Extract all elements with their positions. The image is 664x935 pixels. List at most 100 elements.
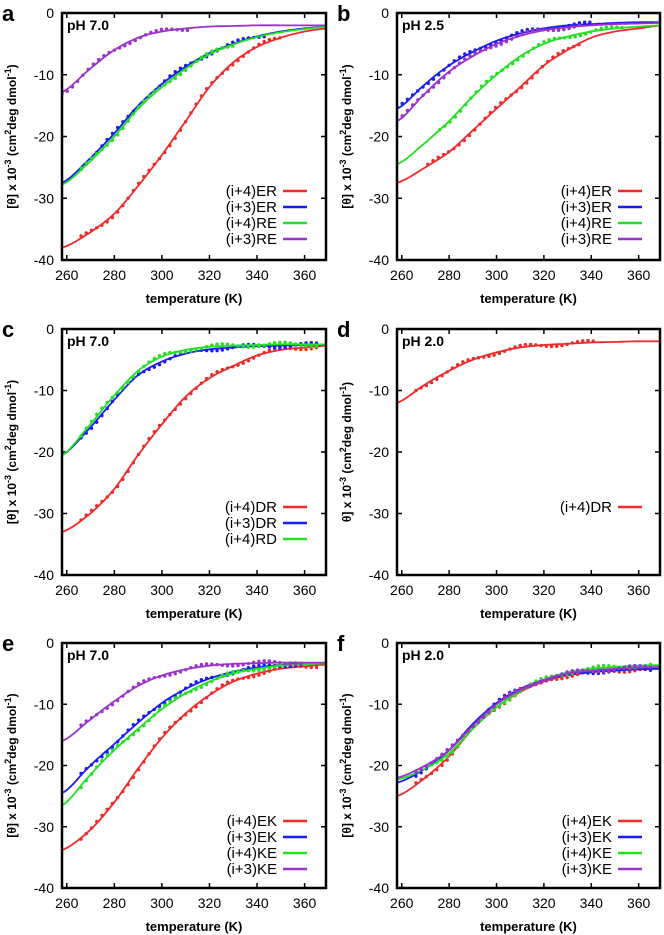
y-tick-label: -20 — [34, 129, 54, 145]
data-point — [257, 659, 261, 664]
condition-label: pH 7.0 — [67, 333, 109, 349]
fit-curve — [397, 24, 660, 166]
y-axis-title-part: θ] x 10 — [340, 485, 354, 522]
legend-label: (i+4)EK — [562, 813, 612, 830]
y-axis-title-part: deg dmol — [5, 392, 19, 445]
y-tick-label: -40 — [34, 880, 54, 896]
data-point — [570, 668, 575, 673]
series-(i+4)ER — [62, 27, 326, 249]
fit-curve — [62, 27, 326, 249]
panel-letter: a — [2, 1, 15, 26]
x-tick-label: 280 — [103, 267, 127, 283]
x-tick-label: 360 — [293, 267, 317, 283]
x-axis-title: temperature (K) — [146, 606, 243, 621]
data-point — [627, 664, 632, 668]
plot-frame — [60, 11, 328, 262]
series-(i+3)EK — [397, 665, 660, 784]
y-tick-label: -20 — [369, 758, 389, 774]
fit-curve — [62, 343, 326, 456]
y-axis-title-part: -1 — [3, 697, 13, 705]
legend-label: (i+4)DR — [225, 499, 277, 516]
x-tick-label: 320 — [198, 267, 222, 283]
data-point — [525, 30, 530, 34]
series-(i+4)DR — [397, 338, 660, 404]
y-axis-title-part: 2 — [3, 759, 13, 764]
data-point — [560, 676, 564, 681]
data-point — [231, 669, 235, 674]
panel-letter: b — [337, 1, 350, 26]
panel-letter: d — [337, 317, 350, 342]
legend-label: (i+4)RE — [226, 215, 277, 232]
series-(i+3)RE — [397, 22, 660, 122]
fit-curve — [62, 661, 326, 742]
x-tick-label: 280 — [103, 895, 127, 911]
series-(i+3)RE — [62, 24, 326, 96]
plot-frame — [395, 327, 662, 577]
y-tick-label: -20 — [34, 758, 54, 774]
data-point — [586, 338, 590, 343]
data-point — [225, 671, 230, 675]
series-(i+4)RD — [62, 340, 326, 456]
panel-letter: e — [2, 631, 14, 656]
y-tick-label: -10 — [369, 696, 389, 712]
data-point — [215, 348, 219, 353]
data-point — [492, 353, 496, 357]
data-point — [189, 349, 193, 353]
series-(i+3)KE — [62, 659, 326, 742]
y-tick-label: -40 — [369, 252, 389, 268]
y-tick-label: -40 — [34, 567, 54, 583]
data-point — [633, 663, 637, 668]
fit-curve — [62, 343, 326, 456]
data-point — [251, 674, 256, 679]
y-axis-title: [θ] x 10-3 (cm2deg dmol-1) — [3, 380, 19, 524]
y-tick-label: -40 — [369, 567, 389, 583]
y-axis-title-part: deg dmol — [5, 76, 19, 129]
legend-label: (i+4)DR — [560, 499, 612, 516]
x-tick-label: 360 — [627, 267, 651, 283]
y-tick-label: -40 — [34, 252, 54, 268]
y-axis-title-part: deg dmol — [340, 705, 354, 758]
data-point — [314, 665, 319, 670]
y-axis-title-part: deg dmol — [5, 705, 19, 758]
data-point — [293, 663, 298, 667]
series-(i+3)KE — [397, 663, 660, 779]
data-point — [220, 342, 225, 346]
plot-frame — [60, 327, 328, 577]
fit-curve — [62, 662, 326, 794]
data-point — [520, 29, 524, 33]
y-axis-title-part: -1 — [338, 697, 348, 705]
y-axis-title-part: [θ] x 10 — [5, 167, 19, 208]
condition-label: pH 2.0 — [402, 647, 444, 663]
condition-label: pH 7.0 — [67, 647, 109, 663]
data-point — [288, 662, 293, 667]
y-axis-title-part: 2 — [3, 130, 13, 135]
data-point — [588, 20, 592, 24]
data-point — [549, 344, 554, 349]
fit-curve — [62, 663, 326, 851]
x-tick-label: 320 — [532, 267, 556, 283]
x-tick-label: 260 — [55, 895, 79, 911]
series-(i+3)EK — [62, 662, 326, 794]
data-point — [314, 344, 319, 349]
panel-letter: f — [337, 631, 345, 656]
y-tick-label: 0 — [381, 321, 389, 337]
x-tick-label: 340 — [580, 267, 604, 283]
y-axis-title-part: (cm — [5, 450, 19, 475]
data-point — [231, 664, 235, 668]
y-tick-label: 0 — [46, 5, 54, 21]
data-point — [582, 20, 587, 24]
y-axis-title-part: 2 — [338, 447, 348, 452]
fit-curve — [397, 24, 660, 184]
data-point — [556, 28, 561, 32]
condition-label: pH 2.0 — [402, 333, 444, 349]
y-axis-title: θ] x 10-3 (cm2deg dmol-1) — [338, 382, 354, 522]
data-point — [299, 662, 303, 667]
x-tick-label: 340 — [245, 582, 269, 598]
legend-label: (i+3)EK — [562, 829, 612, 846]
x-tick-label: 360 — [293, 582, 317, 598]
x-axis-title: temperature (K) — [480, 291, 577, 306]
series-(i+4)KE — [397, 662, 660, 781]
